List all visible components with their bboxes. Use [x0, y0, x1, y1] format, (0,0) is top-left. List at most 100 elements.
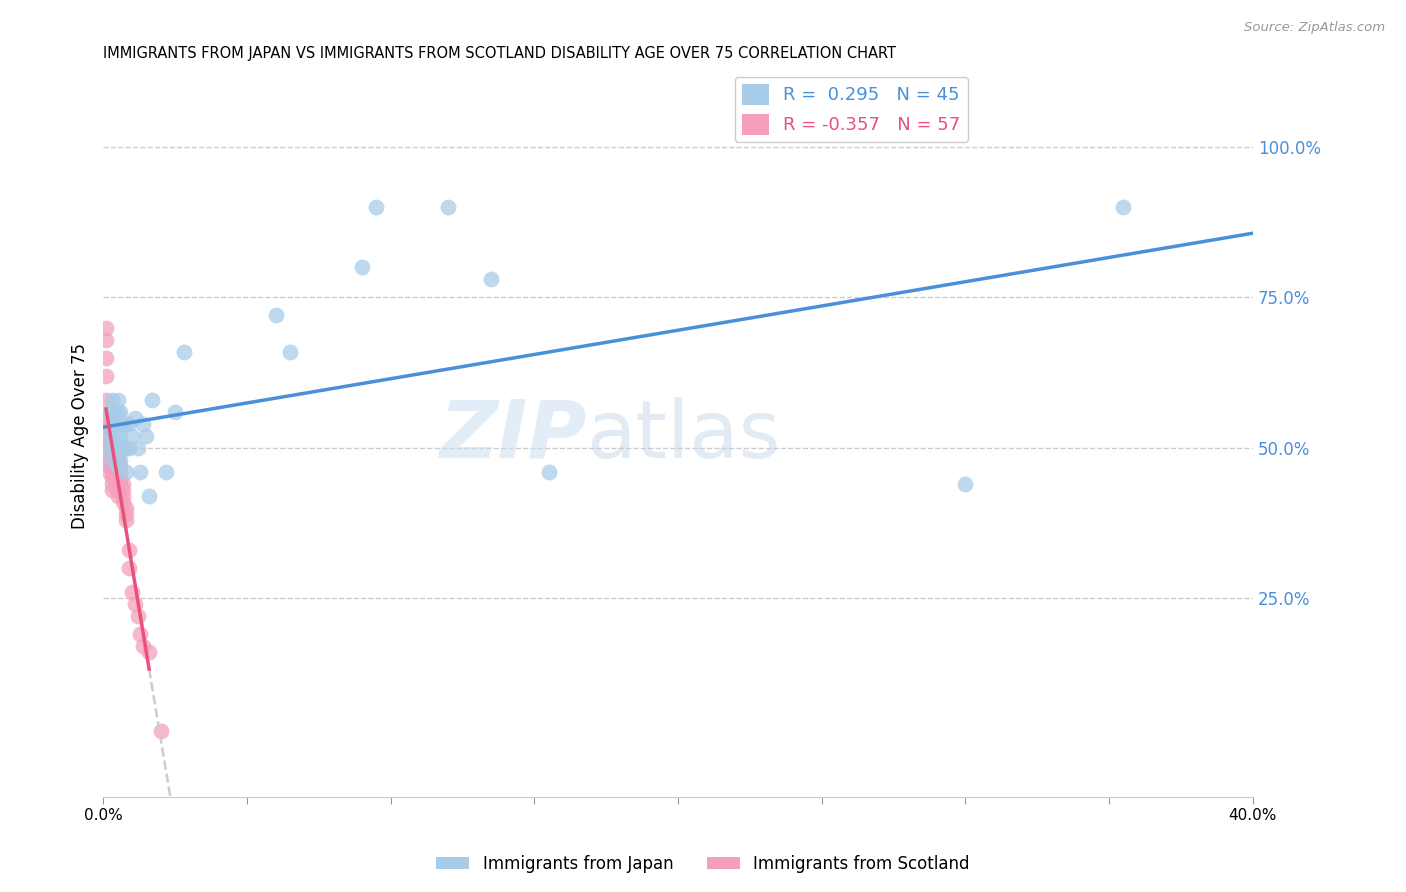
- Point: [97, 458, 120, 473]
- Point: [104, 447, 127, 461]
- Point: [112, 417, 135, 431]
- Point: [97, 423, 120, 437]
- Point: [94, 392, 117, 407]
- Text: ZIP: ZIP: [439, 397, 586, 475]
- Point: [107, 471, 129, 485]
- Point: [97, 405, 120, 419]
- Point: [127, 441, 149, 455]
- Point: [107, 476, 129, 491]
- Point: [97, 429, 120, 443]
- Point: [112, 441, 135, 455]
- Point: [110, 405, 132, 419]
- Point: [110, 458, 132, 473]
- Point: [107, 458, 129, 473]
- Point: [121, 429, 143, 443]
- Point: [112, 489, 135, 503]
- Point: [100, 453, 122, 467]
- Point: [115, 441, 138, 455]
- Point: [121, 585, 143, 599]
- Point: [127, 609, 149, 624]
- Point: [118, 561, 141, 575]
- Point: [100, 441, 122, 455]
- Point: [104, 458, 127, 473]
- Point: [94, 368, 117, 383]
- Point: [115, 417, 138, 431]
- Point: [107, 465, 129, 479]
- Point: [94, 410, 117, 425]
- Point: [149, 723, 172, 738]
- Point: [135, 429, 157, 443]
- Point: [138, 645, 160, 659]
- Point: [97, 417, 120, 431]
- Text: atlas: atlas: [586, 397, 780, 475]
- Point: [537, 465, 560, 479]
- Point: [97, 441, 120, 455]
- Point: [107, 441, 129, 455]
- Point: [124, 597, 146, 611]
- Legend: R =  0.295   N = 45, R = -0.357   N = 57: R = 0.295 N = 45, R = -0.357 N = 57: [735, 77, 967, 142]
- Point: [94, 333, 117, 347]
- Point: [100, 471, 122, 485]
- Point: [278, 344, 301, 359]
- Point: [100, 483, 122, 497]
- Point: [138, 489, 160, 503]
- Point: [97, 434, 120, 449]
- Point: [132, 640, 155, 654]
- Point: [118, 543, 141, 558]
- Point: [100, 434, 122, 449]
- Point: [107, 483, 129, 497]
- Point: [97, 453, 120, 467]
- Point: [115, 507, 138, 521]
- Point: [107, 453, 129, 467]
- Point: [97, 429, 120, 443]
- Point: [100, 392, 122, 407]
- Point: [112, 476, 135, 491]
- Point: [100, 447, 122, 461]
- Point: [115, 465, 138, 479]
- Point: [437, 200, 460, 214]
- Point: [110, 465, 132, 479]
- Point: [155, 465, 177, 479]
- Point: [104, 417, 127, 431]
- Point: [118, 417, 141, 431]
- Point: [100, 458, 122, 473]
- Point: [1112, 200, 1135, 214]
- Point: [366, 200, 388, 214]
- Point: [100, 465, 122, 479]
- Point: [97, 465, 120, 479]
- Point: [112, 483, 135, 497]
- Y-axis label: Disability Age Over 75: Disability Age Over 75: [72, 343, 89, 529]
- Point: [94, 441, 117, 455]
- Point: [112, 495, 135, 509]
- Point: [350, 260, 373, 275]
- Point: [115, 513, 138, 527]
- Point: [110, 453, 132, 467]
- Point: [107, 392, 129, 407]
- Point: [104, 405, 127, 419]
- Point: [94, 320, 117, 334]
- Point: [264, 309, 287, 323]
- Point: [107, 489, 129, 503]
- Point: [124, 410, 146, 425]
- Point: [129, 465, 152, 479]
- Point: [118, 441, 141, 455]
- Point: [104, 441, 127, 455]
- Point: [955, 476, 977, 491]
- Point: [110, 471, 132, 485]
- Point: [110, 429, 132, 443]
- Point: [104, 465, 127, 479]
- Point: [104, 453, 127, 467]
- Point: [107, 429, 129, 443]
- Point: [107, 447, 129, 461]
- Text: IMMIGRANTS FROM JAPAN VS IMMIGRANTS FROM SCOTLAND DISABILITY AGE OVER 75 CORRELA: IMMIGRANTS FROM JAPAN VS IMMIGRANTS FROM…: [103, 46, 896, 62]
- Point: [97, 447, 120, 461]
- Point: [107, 458, 129, 473]
- Point: [107, 417, 129, 431]
- Point: [173, 344, 195, 359]
- Point: [100, 429, 122, 443]
- Point: [104, 441, 127, 455]
- Point: [100, 476, 122, 491]
- Point: [163, 405, 186, 419]
- Legend: Immigrants from Japan, Immigrants from Scotland: Immigrants from Japan, Immigrants from S…: [429, 848, 977, 880]
- Point: [141, 392, 163, 407]
